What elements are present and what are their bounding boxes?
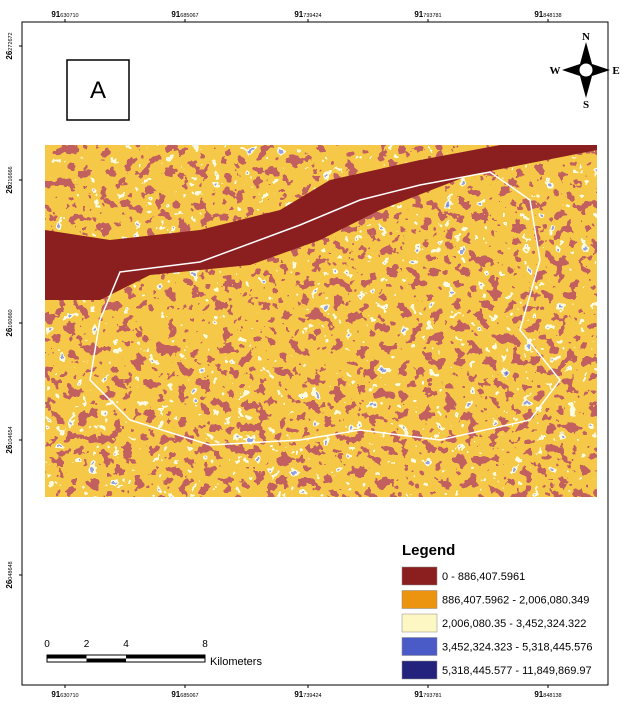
coord-dec: 630710: [60, 13, 78, 19]
legend-title: Legend: [402, 542, 455, 559]
legend-label: 0 - 886,407.5961: [442, 571, 525, 583]
coord-dec: 272672: [8, 32, 14, 50]
compass-s: S: [583, 99, 589, 111]
coord-dec: 848138: [543, 13, 561, 19]
legend-swatch: [402, 567, 437, 585]
coord-dec: 793781: [423, 693, 441, 699]
bottom-labels: 91685067: [171, 690, 198, 699]
coord-dec: 685067: [180, 693, 198, 699]
coord-dec: 685067: [180, 13, 198, 19]
legend-swatch: [402, 661, 437, 679]
legend-swatch: [402, 591, 437, 609]
coord-dec: 048648: [8, 561, 14, 579]
map-figure: A N S W E Legend Kilometers 91630710 9168…: [0, 0, 621, 702]
coord-dec: 739424: [303, 693, 321, 699]
scale-segment: [87, 659, 127, 663]
bottom-labels: 91848138: [534, 690, 561, 699]
top-labels: 91793781: [414, 10, 441, 19]
coord-dec: 104654: [8, 426, 14, 444]
left-labels: 26104654: [5, 426, 14, 453]
left-labels: 26272672: [5, 32, 14, 59]
compass-w: W: [550, 65, 561, 77]
left-labels: 26160660: [5, 309, 14, 336]
scale-tick-label: 0: [44, 639, 50, 650]
coord-dec: 160660: [8, 309, 14, 327]
legend-swatch: [402, 638, 437, 656]
compass-n: N: [582, 31, 590, 43]
top-labels: 91685067: [171, 10, 198, 19]
coord-dec: 848138: [543, 693, 561, 699]
compass-center: [579, 63, 593, 77]
compass-e: E: [612, 65, 619, 77]
legend-label: 886,407.5962 - 2,006,080.349: [442, 595, 589, 607]
legend-swatch: [402, 614, 437, 632]
bottom-labels: 91630710: [51, 690, 78, 699]
top-labels: 91739424: [294, 10, 321, 19]
bottom-labels: 91793781: [414, 690, 441, 699]
coord-dec: 793781: [423, 13, 441, 19]
top-labels: 91848138: [534, 10, 561, 19]
bottom-labels: 91739424: [294, 690, 321, 699]
coord-dec: 216666: [8, 166, 14, 184]
left-labels: 26048648: [5, 561, 14, 588]
scale-segment: [47, 655, 87, 659]
scale-tick-label: 8: [202, 639, 208, 650]
top-labels: 91630710: [51, 10, 78, 19]
legend-label: 5,318,445.577 - 11,849,869.97: [442, 665, 592, 677]
raster: [45, 145, 597, 497]
coord-dec: 739424: [303, 13, 321, 19]
legend-label: 3,452,324.323 - 5,318,445.576: [442, 642, 592, 654]
panel-label: A: [90, 77, 106, 104]
legend-label: 2,006,080.35 - 3,452,324.322: [442, 618, 586, 630]
scale-segment: [126, 655, 205, 659]
scale-unit: Kilometers: [210, 656, 262, 668]
scale-tick-label: 2: [84, 639, 90, 650]
scale-tick-label: 4: [123, 639, 129, 650]
coord-dec: 630710: [60, 693, 78, 699]
left-labels: 26216666: [5, 166, 14, 193]
